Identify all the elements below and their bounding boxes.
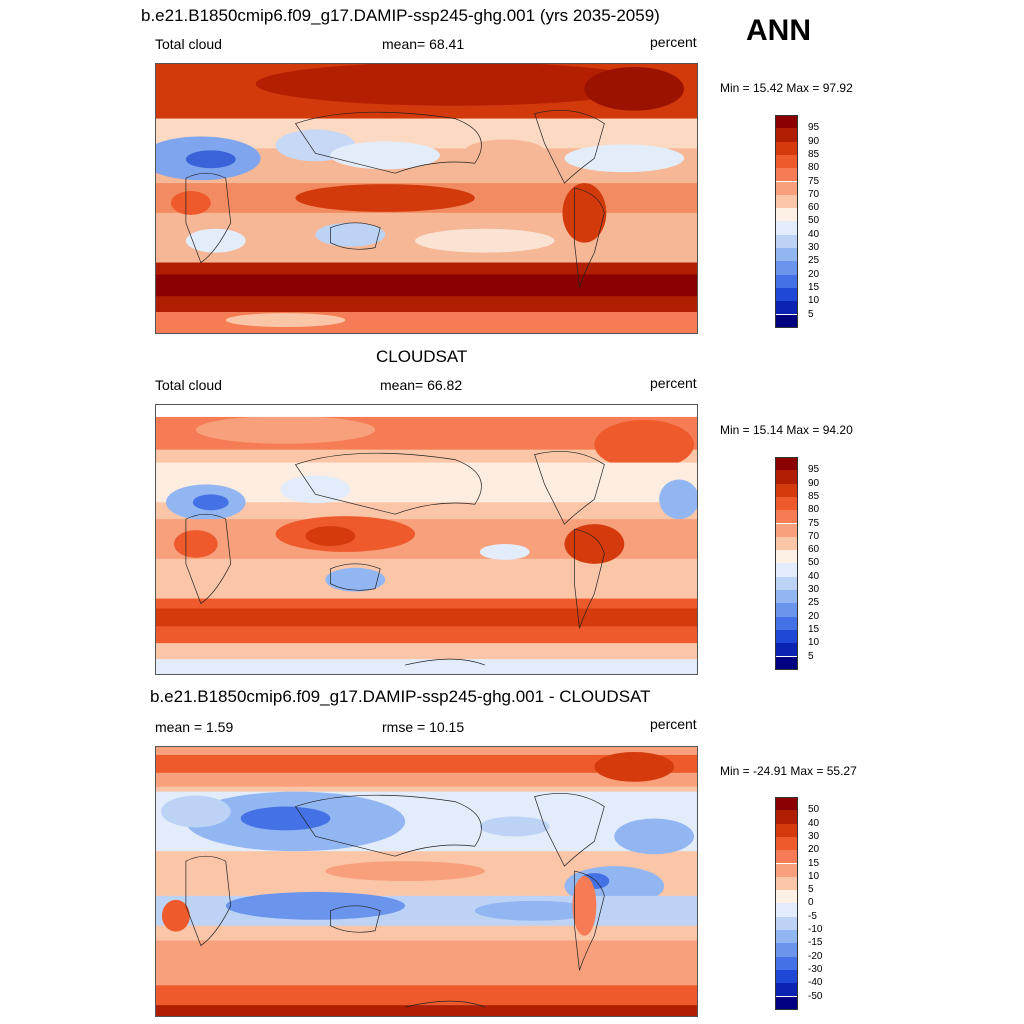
colorbar-tick-label: 95 [808, 464, 820, 476]
colorbar-tick-label: -20 [808, 950, 823, 962]
colorbar-tick-label: 70 [808, 188, 820, 200]
colorbar-tick-label: 5 [808, 308, 814, 320]
colorbar-tick-label: 40 [808, 570, 820, 582]
colorbar-tick-label: 40 [808, 228, 820, 240]
panel-3-mean-label: mean = 1.59 [155, 719, 234, 735]
panel-1-units-label: percent [650, 34, 697, 50]
panel-1-mean-label: mean= 68.41 [382, 36, 465, 52]
colorbar-tick-label: 85 [808, 490, 820, 502]
colorbar-tick-label: 20 [808, 268, 820, 280]
colorbar-tick-label: 10 [808, 870, 820, 882]
colorbar-tick-label: 15 [808, 281, 820, 293]
colorbar-tick-label: 50 [808, 557, 820, 569]
panel-2-variable-label: Total cloud [155, 377, 222, 393]
colorbar-tick-label: 25 [808, 597, 820, 609]
colorbar-tick-label: 60 [808, 544, 820, 556]
colorbar-tick-label: 30 [808, 584, 820, 595]
colorbar-tick-label: 70 [808, 530, 820, 542]
colorbar-tick-label: 80 [808, 162, 820, 174]
colorbar-tick-label: 25 [808, 255, 820, 267]
colorbar-tick-label: 20 [808, 844, 820, 856]
panel-1-title: b.e21.B1850cmip6.f09_g17.DAMIP-ssp245-gh… [141, 6, 660, 25]
colorbar-tick-label: -15 [808, 937, 823, 949]
panel-2-title: CLOUDSAT [376, 347, 468, 366]
panel-1-minmax: Min = 15.42 Max = 97.92 [720, 81, 853, 95]
panel-2-minmax: Min = 15.14 Max = 94.20 [720, 423, 853, 437]
colorbar-tick-label: -30 [808, 963, 823, 975]
colorbar-tick-label: 0 [808, 897, 814, 909]
colorbar-tick-label: 15 [808, 857, 820, 869]
colorbar-tick-label: 50 [808, 804, 820, 816]
panel-3-minmax: Min = -24.91 Max = 55.27 [720, 764, 857, 778]
colorbar-tick-label: 10 [808, 637, 820, 649]
colorbar-tick-label: 80 [808, 504, 820, 516]
panel-2-map [155, 404, 698, 675]
colorbar-tick-label: 5 [808, 650, 814, 662]
colorbar-tick-label: 85 [808, 148, 820, 160]
colorbar-tick-label: -5 [808, 910, 817, 922]
colorbar-tick-label: 20 [808, 610, 820, 622]
colorbar-tick-label: 5 [808, 884, 814, 896]
colorbar-tick-label: 50 [808, 215, 820, 227]
panel-2-mean-label: mean= 66.82 [380, 377, 463, 393]
panel-3-rmse-label: rmse = 10.15 [382, 719, 465, 735]
colorbar-tick-label: 15 [808, 623, 820, 635]
colorbar-tick-label: -40 [808, 977, 823, 989]
colorbar-tick-label: 60 [808, 202, 820, 214]
panel-3-map [155, 746, 698, 1017]
panel-1-variable-label: Total cloud [155, 36, 222, 52]
panel-1-map [155, 63, 698, 334]
panel-3-title: b.e21.B1850cmip6.f09_g17.DAMIP-ssp245-gh… [150, 687, 651, 706]
colorbar-tick-label: 90 [808, 477, 820, 489]
panel-2-units-label: percent [650, 375, 697, 391]
panel-3-units-label: percent [650, 716, 697, 732]
colorbar-tick-label: 40 [808, 817, 820, 829]
colorbar-tick-label: 30 [808, 242, 820, 253]
colorbar-tick-label: -10 [808, 924, 823, 935]
colorbar-tick-label: 30 [808, 830, 820, 842]
colorbar-tick-label: 10 [808, 295, 820, 307]
season-label: ANN [746, 14, 811, 47]
colorbar-tick-label: 95 [808, 122, 820, 134]
colorbar-tick-label: -50 [808, 990, 823, 1002]
colorbar-tick-label: 90 [808, 135, 820, 147]
colorbar-tick-label: 75 [808, 517, 820, 529]
colorbar-tick-label: 75 [808, 175, 820, 187]
